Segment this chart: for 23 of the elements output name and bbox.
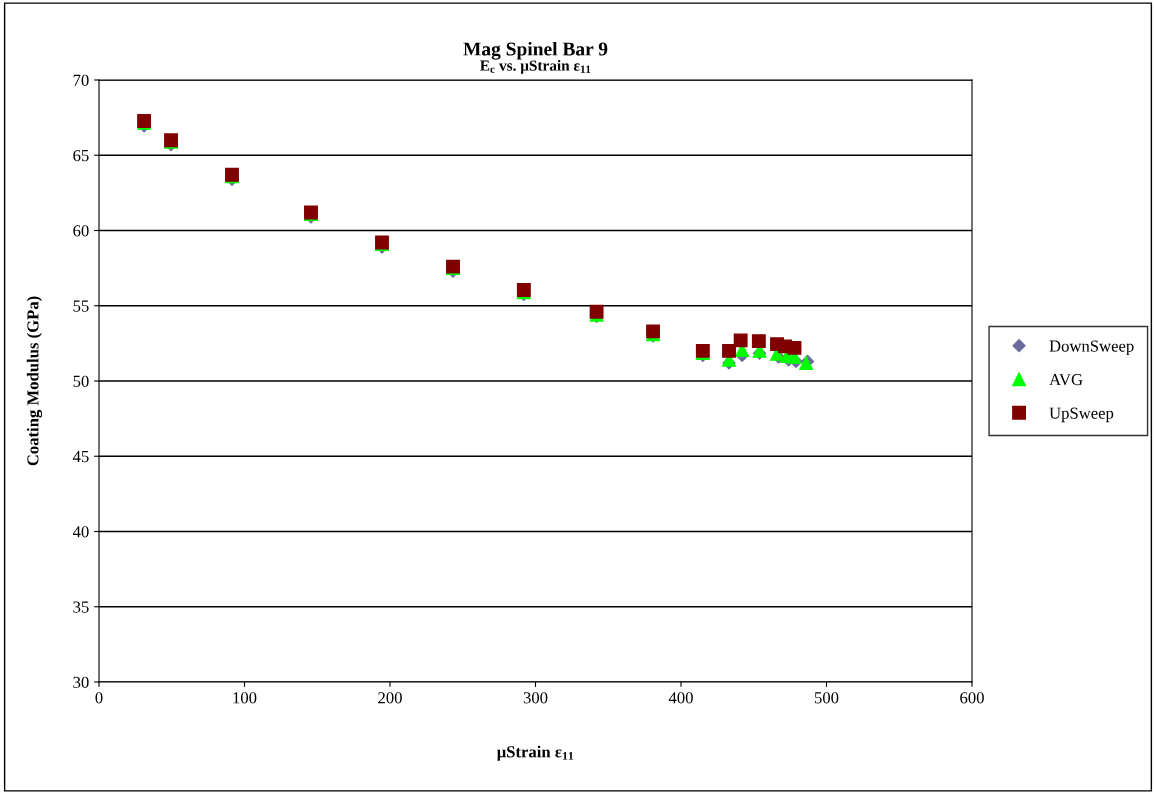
x-tick-label: 0	[95, 692, 103, 704]
y-tick-label: 50	[73, 375, 89, 387]
y-tick-label: 35	[73, 601, 89, 613]
legend-label: UpSweep	[1049, 407, 1114, 423]
y-tick-label: 60	[73, 225, 89, 237]
chart-subtitle: E$_{c}$ vs. μStrain ε$_{11}$	[480, 59, 591, 74]
x-tick-label: 200	[378, 692, 402, 704]
y-tick-label: 30	[73, 676, 89, 688]
y-tick-label: 70	[73, 74, 89, 86]
y-tick-label: 40	[72, 526, 89, 538]
x-tick-label: 300	[523, 692, 548, 704]
y-tick-label: 55	[73, 300, 89, 312]
y-tick-label: 45	[72, 451, 89, 463]
y-tick-label: 65	[73, 150, 89, 162]
x-tick-label: 500	[814, 692, 839, 704]
legend-label: AVG	[1049, 374, 1083, 386]
y-axis-title: Coating Modulus (GPa)	[26, 296, 43, 466]
x-tick-label: 100	[233, 692, 257, 704]
x-tick-label: 400	[668, 692, 693, 704]
x-axis-title: μStrain ε$_{11}$	[496, 745, 574, 761]
legend-label: DownSweep	[1049, 340, 1134, 356]
x-tick-label: 600	[960, 692, 984, 704]
chart-title: Mag Spinel Bar 9	[463, 41, 608, 60]
